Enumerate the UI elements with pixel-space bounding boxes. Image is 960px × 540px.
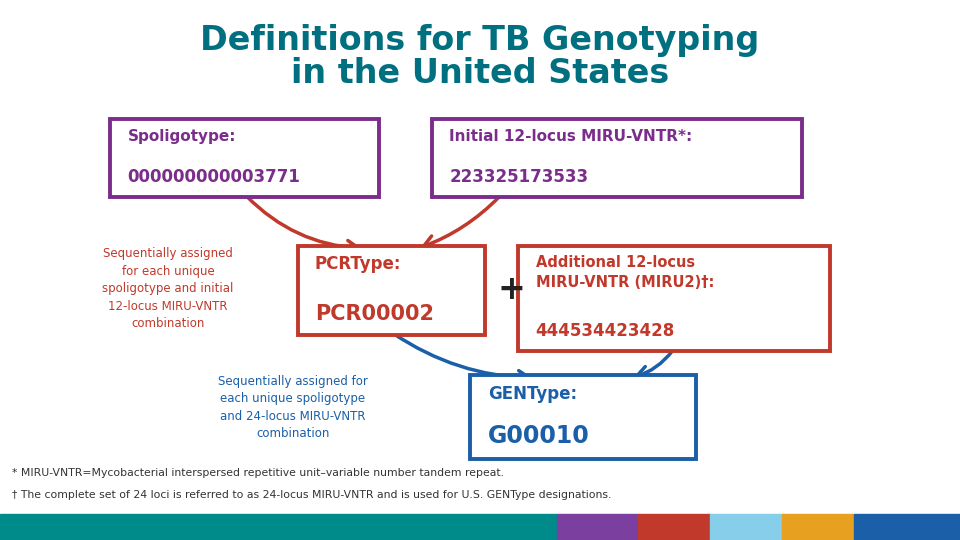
FancyArrowPatch shape <box>247 197 358 254</box>
Text: * MIRU-VNTR=Mycobacterial interspersed repetitive unit–variable number tandem re: * MIRU-VNTR=Mycobacterial interspersed r… <box>12 468 503 478</box>
FancyBboxPatch shape <box>518 246 830 351</box>
FancyArrowPatch shape <box>636 350 673 380</box>
FancyArrowPatch shape <box>423 197 499 249</box>
FancyBboxPatch shape <box>432 119 802 197</box>
Text: 444534423428: 444534423428 <box>536 322 675 340</box>
Text: Definitions for TB Genotyping: Definitions for TB Genotyping <box>201 24 759 57</box>
Text: in the United States: in the United States <box>291 57 669 90</box>
Text: G00010: G00010 <box>488 424 589 448</box>
Bar <box>710 514 782 540</box>
FancyBboxPatch shape <box>470 375 696 459</box>
Text: PCRType:: PCRType: <box>315 255 401 273</box>
Text: PCR00002: PCR00002 <box>315 304 434 324</box>
Text: Additional 12-locus
MIRU-VNTR (MIRU2)†:: Additional 12-locus MIRU-VNTR (MIRU2)†: <box>536 255 714 289</box>
Text: +: + <box>497 273 526 307</box>
Text: Sequentially assigned for
each unique spoligotype
and 24-locus MIRU-VNTR
combina: Sequentially assigned for each unique sp… <box>218 375 368 441</box>
FancyBboxPatch shape <box>110 119 379 197</box>
Text: Spoligotype:: Spoligotype: <box>128 129 236 144</box>
Text: † The complete set of 24 loci is referred to as 24-locus MIRU-VNTR and is used f: † The complete set of 24 loci is referre… <box>12 489 611 500</box>
Bar <box>0 514 557 540</box>
Text: 223325173533: 223325173533 <box>449 168 588 186</box>
Bar <box>782 514 854 540</box>
Text: Initial 12-locus MIRU-VNTR*:: Initial 12-locus MIRU-VNTR*: <box>449 129 692 144</box>
FancyBboxPatch shape <box>298 246 485 335</box>
Text: 000000000003771: 000000000003771 <box>128 168 300 186</box>
Bar <box>638 514 710 540</box>
FancyArrowPatch shape <box>394 334 530 384</box>
Bar <box>557 514 638 540</box>
Text: GENType:: GENType: <box>488 385 577 403</box>
Bar <box>854 514 960 540</box>
Text: Sequentially assigned
for each unique
spoligotype and initial
12-locus MIRU-VNTR: Sequentially assigned for each unique sp… <box>103 247 233 330</box>
